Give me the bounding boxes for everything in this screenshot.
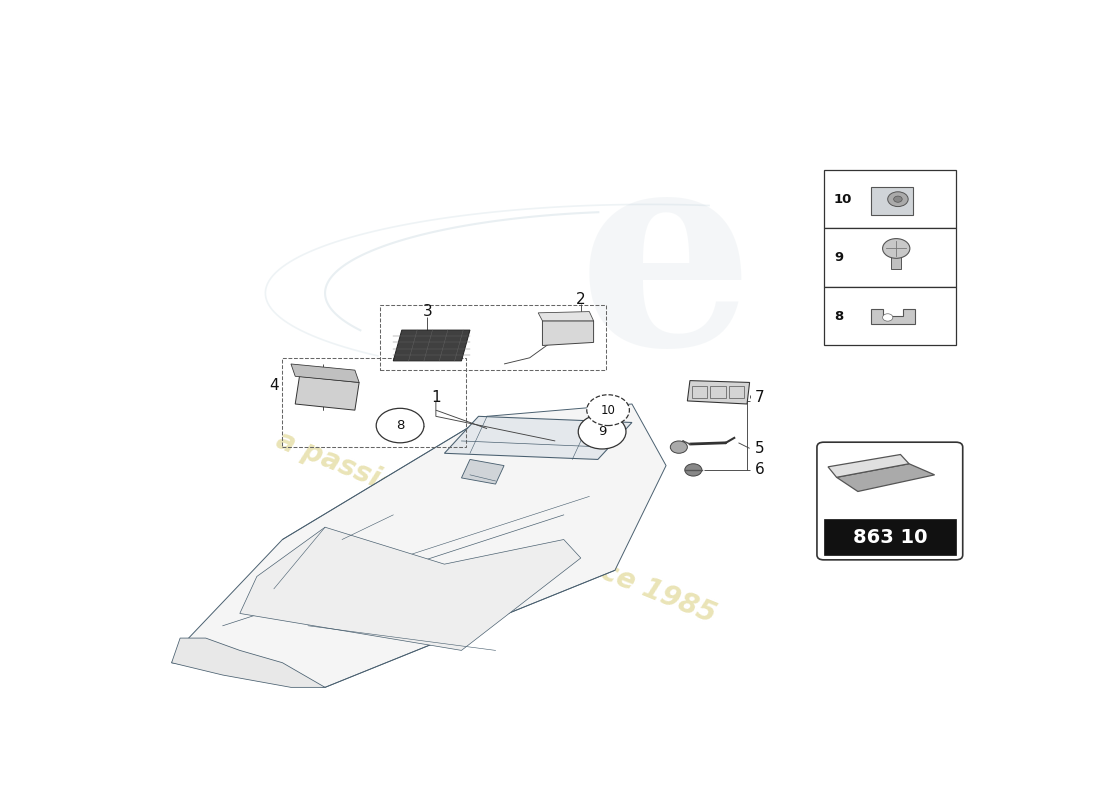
Text: 863 10: 863 10 [852, 527, 927, 546]
Bar [891, 249, 901, 269]
Bar [824, 170, 956, 229]
Text: 3: 3 [422, 304, 432, 319]
Circle shape [579, 414, 626, 449]
Text: 1: 1 [431, 390, 441, 406]
Polygon shape [837, 464, 935, 491]
Circle shape [586, 394, 629, 426]
FancyBboxPatch shape [817, 442, 962, 560]
Circle shape [882, 238, 910, 258]
Text: 5: 5 [755, 441, 764, 456]
Circle shape [685, 464, 702, 476]
Bar [283, 358, 465, 447]
Circle shape [888, 192, 909, 206]
Polygon shape [172, 404, 666, 687]
Text: 9: 9 [598, 426, 606, 438]
Polygon shape [871, 309, 915, 324]
Circle shape [893, 196, 902, 202]
Polygon shape [542, 321, 594, 346]
Text: 8: 8 [396, 419, 405, 432]
Polygon shape [688, 381, 749, 404]
Bar [711, 386, 726, 398]
Bar [824, 229, 956, 287]
Text: 4: 4 [270, 378, 278, 393]
Text: e: e [578, 134, 755, 403]
Circle shape [882, 314, 893, 321]
Polygon shape [172, 638, 326, 687]
Polygon shape [538, 311, 594, 321]
Polygon shape [240, 527, 581, 650]
Bar [871, 187, 913, 214]
Polygon shape [444, 416, 631, 459]
Bar [381, 306, 606, 370]
Circle shape [670, 441, 688, 454]
Polygon shape [290, 364, 359, 382]
Text: 8: 8 [834, 310, 844, 322]
Circle shape [376, 408, 424, 443]
Text: 10: 10 [834, 193, 852, 206]
Bar [692, 386, 707, 398]
Text: 6: 6 [755, 462, 764, 478]
Polygon shape [462, 459, 504, 484]
Text: a passion for parts since 1985: a passion for parts since 1985 [272, 426, 719, 629]
Bar [824, 287, 956, 346]
Polygon shape [295, 376, 359, 410]
Bar [824, 519, 956, 555]
Polygon shape [828, 454, 909, 478]
Text: 10: 10 [601, 404, 616, 417]
Bar [729, 386, 745, 398]
Text: 9: 9 [834, 251, 843, 264]
Text: 7: 7 [755, 390, 764, 406]
Polygon shape [394, 330, 470, 361]
Text: 2: 2 [576, 292, 585, 306]
